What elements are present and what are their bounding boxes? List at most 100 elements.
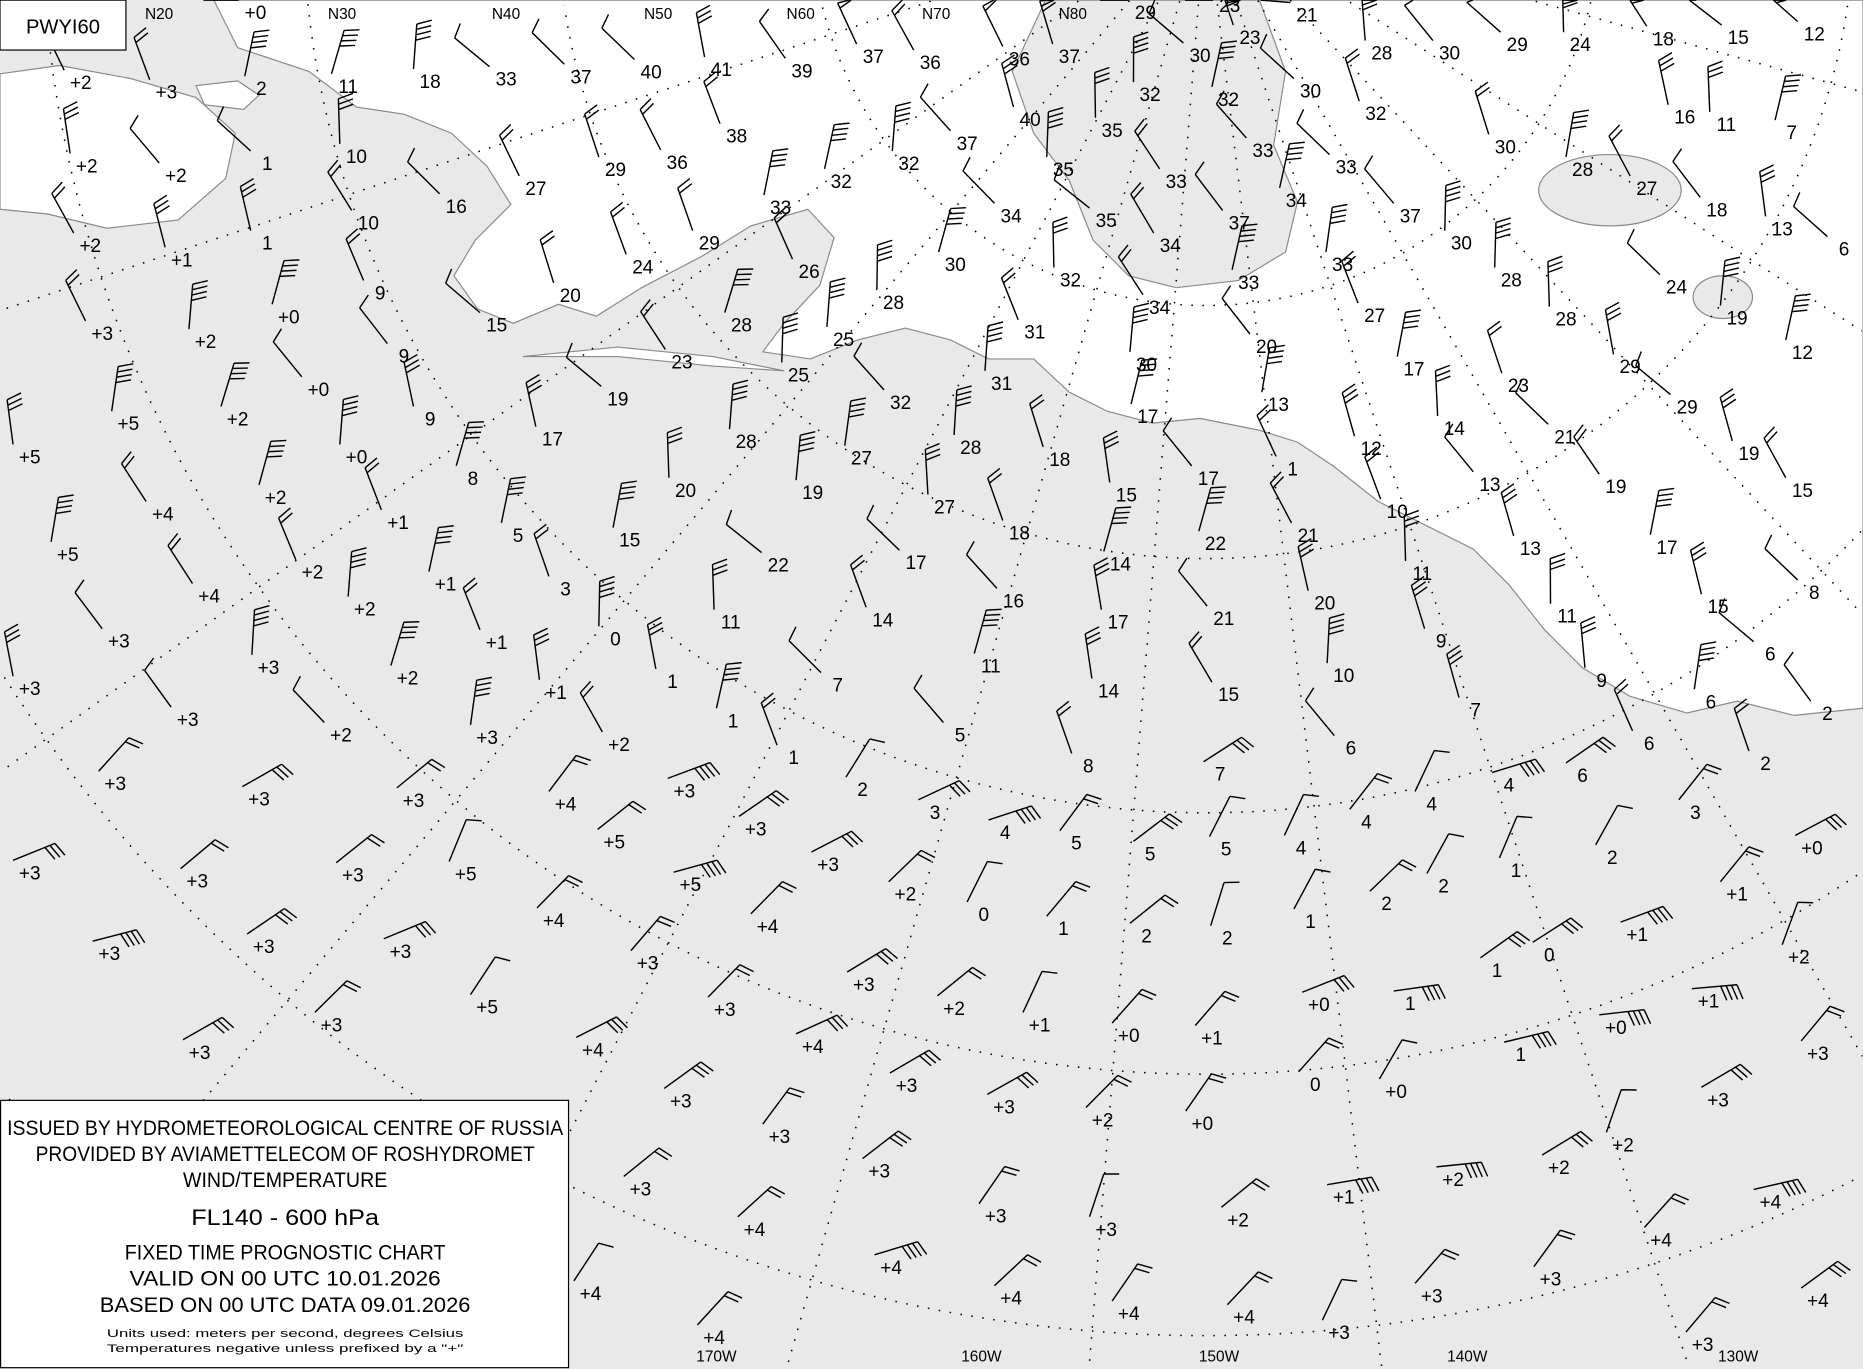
wind-barb (251, 605, 270, 655)
temperature-label: +3 (674, 781, 696, 802)
wind-barb-staff (707, 964, 754, 998)
wind-barb-staff (1203, 736, 1255, 763)
wind-barb (696, 1290, 743, 1326)
wind-barb-staff (1678, 763, 1722, 801)
wind-barb-staff (1515, 378, 1549, 425)
wind-barb-staff (428, 525, 454, 572)
wind-barb (986, 1071, 1039, 1096)
wind-barb-staff (1296, 109, 1331, 156)
wind-barb-staff (1261, 344, 1285, 393)
wind-barb (153, 194, 170, 248)
temperature-label: +4 (880, 1258, 902, 1279)
wind-barb (1635, 351, 1671, 396)
temperature-label: 4 (1000, 823, 1011, 844)
wind-barb-staff (345, 228, 365, 281)
wind-barb (1486, 320, 1503, 374)
wind-barb-staff (1321, 1278, 1358, 1321)
temperature-label: 17 (1137, 407, 1158, 428)
wind-barb-staff (1194, 161, 1224, 211)
wind-barb (1111, 988, 1157, 1024)
wind-barb (383, 920, 437, 940)
wind-barb-staff (251, 605, 270, 655)
lon-label: 150W (1199, 1349, 1240, 1366)
wind-barb-staff (1133, 813, 1183, 842)
temperature-label: 32 (831, 172, 852, 193)
wind-barb-staff (973, 608, 1002, 654)
wind-barb-staff (153, 194, 170, 248)
temperature-label: +0 (1385, 1082, 1407, 1103)
temperature-label: 32 (1365, 104, 1386, 125)
wind-barb (1056, 700, 1073, 754)
wind-barb-staff (1492, 758, 1546, 777)
temperature-label: 23 (1239, 28, 1260, 49)
temperature-label: 38 (726, 127, 747, 148)
temperature-label: 27 (1364, 306, 1385, 327)
wind-barb-staff (1504, 1030, 1557, 1049)
temperature-label: +1 (1029, 1015, 1051, 1036)
wind-barb (673, 859, 727, 878)
temperature-label: +3 (1692, 1335, 1714, 1356)
wind-barb (1626, 228, 1661, 276)
temperature-label: +0 (308, 380, 330, 401)
wind-barb (144, 657, 172, 708)
wind-barb (1792, 192, 1828, 238)
wind-barb (891, 0, 915, 51)
wind-barb-staff (1022, 970, 1058, 1013)
temperature-label: +4 (1118, 1304, 1140, 1325)
wind-barb-staff (1304, 687, 1335, 737)
lat-label: N40 (492, 6, 520, 23)
wind-barb (1344, 48, 1360, 102)
temperature-label: 5 (1145, 844, 1156, 865)
wind-barb-staff (1414, 749, 1450, 792)
wind-barb (936, 966, 986, 997)
wind-barb-staff (445, 268, 481, 314)
wind-barb (1446, 644, 1463, 698)
wind-barb (1629, 0, 1648, 27)
wind-barb (1774, 74, 1802, 121)
wind-barb-staff (836, 0, 858, 45)
temperature-label: 6 (1577, 766, 1588, 787)
wind-barb (1148, 0, 1184, 44)
wind-barb-staff (1604, 301, 1622, 355)
wind-barb (98, 737, 144, 772)
wind-barb-staff (988, 805, 1042, 824)
wind-barb (639, 98, 662, 151)
wind-barb (272, 328, 303, 378)
wind-barb-staff (1498, 815, 1533, 859)
landmass-north (213, 0, 1863, 716)
wind-barb (1298, 1037, 1344, 1073)
temperature-label: 21 (1554, 427, 1575, 448)
wind-barb (1296, 109, 1331, 156)
temperature-label: 20 (1256, 337, 1277, 358)
wind-barb (836, 0, 858, 45)
land (0, 0, 1863, 716)
wind-barb-staff (788, 626, 822, 674)
wind-barb (1022, 970, 1058, 1013)
wind-barb (1117, 244, 1144, 296)
wind-barb (1444, 423, 1474, 473)
wind-barb-staff (359, 294, 388, 344)
wind-barb (65, 269, 87, 322)
temperature-label: 32 (898, 154, 919, 175)
wind-barb (966, 860, 1003, 903)
wind-barb (988, 805, 1042, 824)
temperature-label: 3 (1690, 803, 1701, 824)
wind-barb-staff (1111, 988, 1157, 1024)
wind-barb-staff (1580, 616, 1597, 668)
wind-barb-staff (866, 504, 900, 551)
temperature-label: 35 (1053, 160, 1074, 181)
wind-barb (795, 1014, 849, 1035)
wind-barb (1719, 388, 1737, 442)
wind-barb-staff (277, 507, 297, 561)
wind-barb-staff (584, 104, 600, 158)
wind-barb-staff (953, 385, 972, 436)
temperature-label: +3 (156, 83, 178, 104)
wind-barb-staff (1434, 364, 1451, 417)
temperature-label: 1 (262, 154, 273, 175)
temperature-label: +4 (802, 1037, 824, 1058)
wind-barb-staff (781, 312, 799, 363)
wind-barb (1093, 557, 1110, 610)
legend-chart-type: FIXED TIME PROGNOSTIC CHART (125, 1241, 446, 1265)
wind-barb (1185, 1073, 1227, 1112)
wind-barb-staff (1056, 700, 1073, 754)
